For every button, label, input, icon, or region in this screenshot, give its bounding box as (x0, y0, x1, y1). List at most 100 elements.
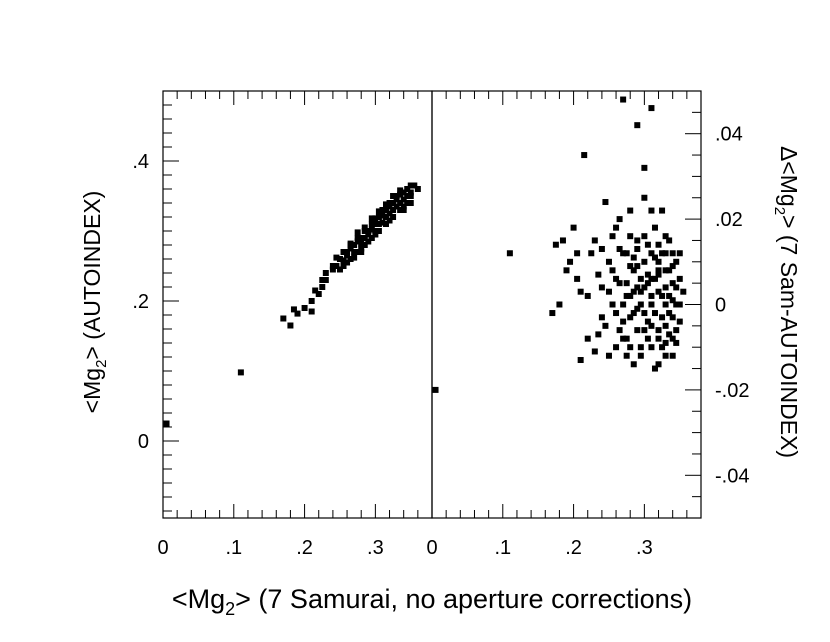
data-point (581, 152, 588, 159)
data-point (361, 242, 368, 248)
data-point (648, 344, 655, 351)
data-point (386, 217, 393, 224)
data-point (648, 207, 655, 214)
data-point (372, 231, 379, 238)
data-point (386, 203, 393, 210)
data-point (676, 301, 683, 308)
data-point (407, 200, 414, 206)
data-point (623, 280, 630, 287)
data-point (591, 348, 598, 355)
data-point (655, 267, 662, 274)
data-point (662, 250, 669, 257)
data-point (400, 203, 407, 210)
right-points (432, 96, 687, 393)
data-point (641, 327, 648, 334)
data-point (347, 256, 354, 262)
data-point (372, 228, 379, 234)
data-point (312, 287, 319, 294)
data-point (365, 231, 372, 238)
data-point (340, 249, 347, 255)
data-point (506, 250, 513, 257)
data-point (390, 214, 397, 220)
data-point (368, 226, 375, 233)
data-point (329, 266, 336, 273)
data-point (641, 194, 648, 201)
data-point (659, 314, 666, 321)
data-point (591, 237, 598, 244)
data-point (595, 331, 602, 338)
data-point (319, 284, 326, 290)
data-point (620, 301, 627, 308)
data-point (666, 237, 673, 244)
data-point (354, 238, 361, 245)
data-point (630, 288, 637, 295)
data-point (613, 344, 620, 351)
left-ticks (162, 90, 433, 518)
right-ticks (431, 90, 702, 519)
data-point (627, 263, 634, 270)
data-point (680, 288, 687, 295)
data-point (609, 267, 616, 274)
data-point (382, 201, 389, 208)
data-point (609, 233, 616, 240)
data-point (616, 327, 623, 334)
data-point (414, 186, 421, 192)
data-point (319, 277, 326, 283)
y-tick-label: -.02 (715, 380, 749, 402)
data-point (556, 301, 563, 308)
data-point (616, 216, 623, 223)
data-point (669, 263, 676, 270)
y-tick-label: -.04 (715, 465, 749, 487)
data-point (637, 344, 644, 351)
data-point (354, 249, 361, 255)
data-point (358, 235, 365, 241)
data-point (673, 327, 680, 334)
data-point (382, 221, 389, 227)
data-point (358, 240, 365, 247)
data-point (637, 288, 644, 295)
data-point (666, 292, 673, 299)
data-point (322, 270, 329, 276)
data-point (368, 215, 375, 222)
data-point (404, 193, 411, 199)
data-point (567, 258, 574, 265)
data-point (634, 327, 641, 334)
data-point (407, 193, 414, 199)
data-point (336, 256, 343, 262)
data-point (655, 361, 662, 368)
data-point (368, 235, 375, 241)
data-point (574, 275, 581, 282)
data-point (641, 233, 648, 240)
left-tick-labels: 0 .1 .2 .3 0 .2 .4 (132, 151, 383, 559)
data-point (365, 238, 372, 245)
data-point (644, 241, 651, 248)
data-point (329, 263, 336, 269)
data-point (340, 263, 347, 269)
data-point (655, 271, 662, 278)
data-point (655, 288, 662, 295)
y-tick-label: 0 (138, 431, 149, 453)
data-point (354, 235, 361, 241)
data-point (616, 245, 623, 252)
data-point (659, 250, 666, 257)
data-point (400, 189, 407, 196)
data-point (662, 301, 669, 308)
y-tick-label: .02 (715, 209, 743, 231)
data-point (340, 257, 347, 264)
right-tick-labels: 0 .1 .2 .3 .04 .02 0 -.02 -.04 (426, 124, 749, 559)
data-point (287, 322, 294, 329)
data-point (662, 352, 669, 359)
y-tick-label: .4 (132, 151, 149, 173)
x-tick-label: .1 (494, 537, 511, 559)
data-point (407, 182, 414, 189)
x-tick-label: .2 (296, 537, 313, 559)
data-point (620, 318, 627, 325)
data-point (301, 305, 308, 311)
data-point (605, 352, 612, 359)
data-point (655, 241, 662, 248)
data-point (404, 200, 411, 206)
data-point (559, 237, 566, 244)
data-point (552, 241, 559, 248)
data-point (620, 96, 627, 103)
